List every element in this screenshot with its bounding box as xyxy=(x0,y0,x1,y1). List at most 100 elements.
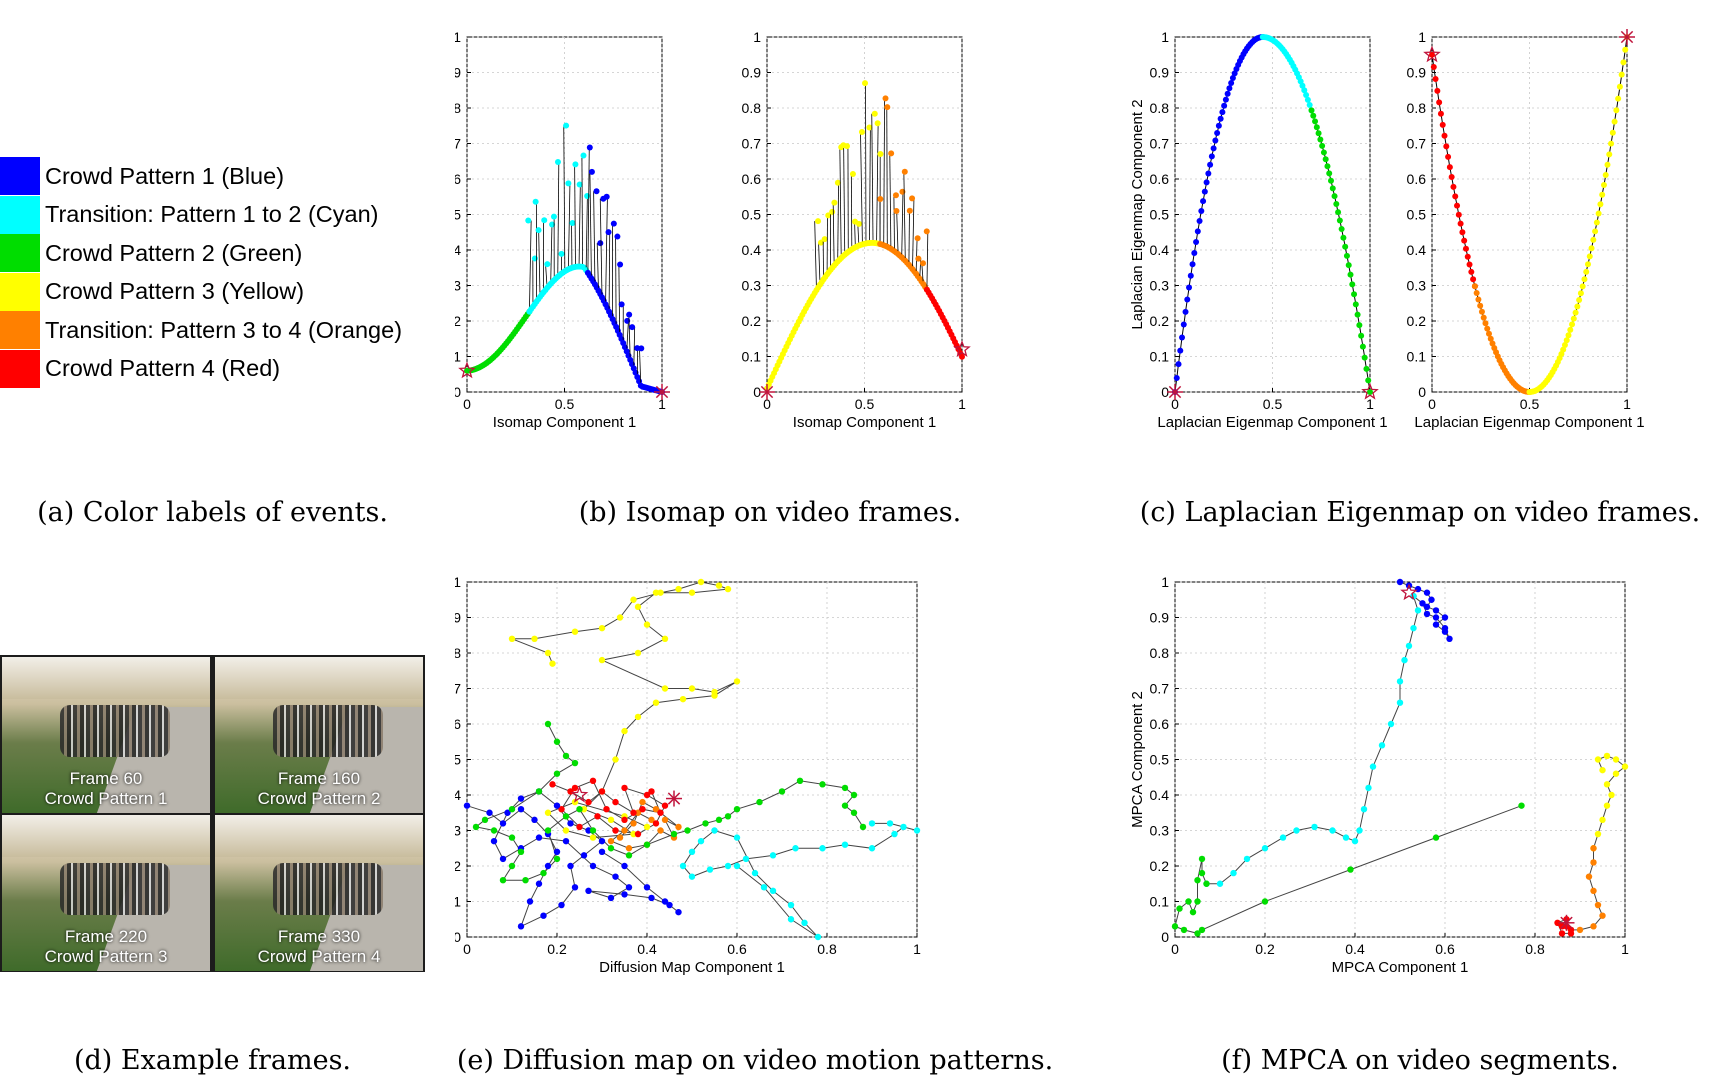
data-point xyxy=(1337,218,1343,224)
data-point xyxy=(500,820,506,826)
data-point xyxy=(1573,310,1579,316)
legend-swatch xyxy=(0,196,40,234)
data-point xyxy=(500,856,506,862)
data-point xyxy=(653,820,659,826)
data-point xyxy=(1581,276,1587,282)
y-tick-label: 0.5 xyxy=(1150,207,1170,223)
data-point xyxy=(1594,220,1600,226)
data-point xyxy=(1576,297,1582,303)
data-point xyxy=(1589,245,1595,251)
data-point xyxy=(1347,866,1353,872)
data-point xyxy=(883,95,889,101)
frame-pattern: Crowd Pattern 1 xyxy=(2,789,210,809)
data-point xyxy=(611,221,617,227)
data-point xyxy=(1379,742,1385,748)
frame-pattern: Crowd Pattern 3 xyxy=(2,947,210,967)
end-marker xyxy=(666,791,682,807)
data-point xyxy=(884,104,890,110)
data-point xyxy=(1568,930,1574,936)
data-point xyxy=(734,678,740,684)
data-point xyxy=(761,884,767,890)
data-point xyxy=(644,884,650,890)
y-tick-label: 0.5 xyxy=(455,752,461,768)
x-tick-label: 0.6 xyxy=(1435,941,1455,957)
data-point xyxy=(1481,315,1487,321)
data-point xyxy=(1342,244,1348,250)
data-point xyxy=(500,877,506,883)
data-point xyxy=(1211,145,1217,151)
frame-number: Frame 160 xyxy=(215,769,423,789)
frame-number: Frame 60 xyxy=(2,769,210,789)
y-tick-label: 0.8 xyxy=(455,100,461,116)
data-point xyxy=(1207,162,1213,168)
data-point xyxy=(819,781,825,787)
data-point xyxy=(603,806,609,812)
data-point xyxy=(877,196,883,202)
y-tick-label: 0.9 xyxy=(1407,65,1427,81)
legend-swatch xyxy=(0,157,40,195)
data-point xyxy=(1172,923,1178,929)
data-point xyxy=(1352,838,1358,844)
data-point xyxy=(1343,834,1349,840)
data-point xyxy=(815,934,821,940)
data-point xyxy=(842,802,848,808)
legend-swatch xyxy=(0,273,40,311)
y-tick-label: 0.7 xyxy=(455,681,461,697)
end-marker xyxy=(759,384,775,400)
data-point xyxy=(590,834,596,840)
data-point xyxy=(599,625,605,631)
data-point xyxy=(531,636,537,642)
data-point xyxy=(590,863,596,869)
data-point xyxy=(1181,322,1187,328)
x-axis-label: MPCA Component 1 xyxy=(1332,959,1469,976)
caption-c: (c) Laplacian Eigenmap on video frames. xyxy=(1120,497,1720,528)
data-point xyxy=(572,884,578,890)
data-point xyxy=(1199,870,1205,876)
data-point xyxy=(635,714,641,720)
data-point xyxy=(1356,827,1362,833)
data-point xyxy=(585,799,591,805)
data-point xyxy=(1428,597,1434,603)
legend-item: Crowd Pattern 4 (Red) xyxy=(0,350,280,388)
data-point xyxy=(518,795,524,801)
y-tick-label: 0 xyxy=(1418,384,1426,400)
data-point xyxy=(1191,250,1197,256)
data-point xyxy=(563,813,569,819)
legend-swatch xyxy=(0,350,40,388)
data-point xyxy=(1353,301,1359,307)
data-point xyxy=(1219,109,1225,115)
data-point xyxy=(862,80,868,86)
data-point xyxy=(1583,269,1589,275)
data-point xyxy=(756,799,762,805)
data-point xyxy=(788,902,794,908)
data-point xyxy=(1202,189,1208,195)
legend-label: Crowd Pattern 3 (Yellow) xyxy=(45,278,304,305)
y-tick-label: 0.2 xyxy=(1407,313,1427,329)
data-point xyxy=(819,845,825,851)
data-point xyxy=(1335,209,1341,215)
data-point xyxy=(1333,201,1339,207)
data-point xyxy=(1613,107,1619,113)
data-point xyxy=(1183,309,1189,315)
data-point xyxy=(770,852,776,858)
data-point xyxy=(725,813,731,819)
data-point xyxy=(540,870,546,876)
data-point xyxy=(1177,348,1183,354)
data-point xyxy=(1293,827,1299,833)
y-tick-label: 0.6 xyxy=(1407,171,1427,187)
data-point xyxy=(1440,122,1446,128)
data-point xyxy=(1595,756,1601,762)
data-point xyxy=(572,161,578,167)
data-point xyxy=(518,806,524,812)
data-point xyxy=(1323,156,1329,162)
data-point xyxy=(1606,151,1612,157)
data-point xyxy=(831,200,837,206)
data-point xyxy=(585,888,591,894)
data-point xyxy=(1436,99,1442,105)
data-point xyxy=(1365,785,1371,791)
y-tick-label: 0.4 xyxy=(1407,242,1427,258)
data-point xyxy=(626,852,632,858)
data-point xyxy=(1200,198,1206,204)
data-point xyxy=(1433,614,1439,620)
data-point xyxy=(626,845,632,851)
